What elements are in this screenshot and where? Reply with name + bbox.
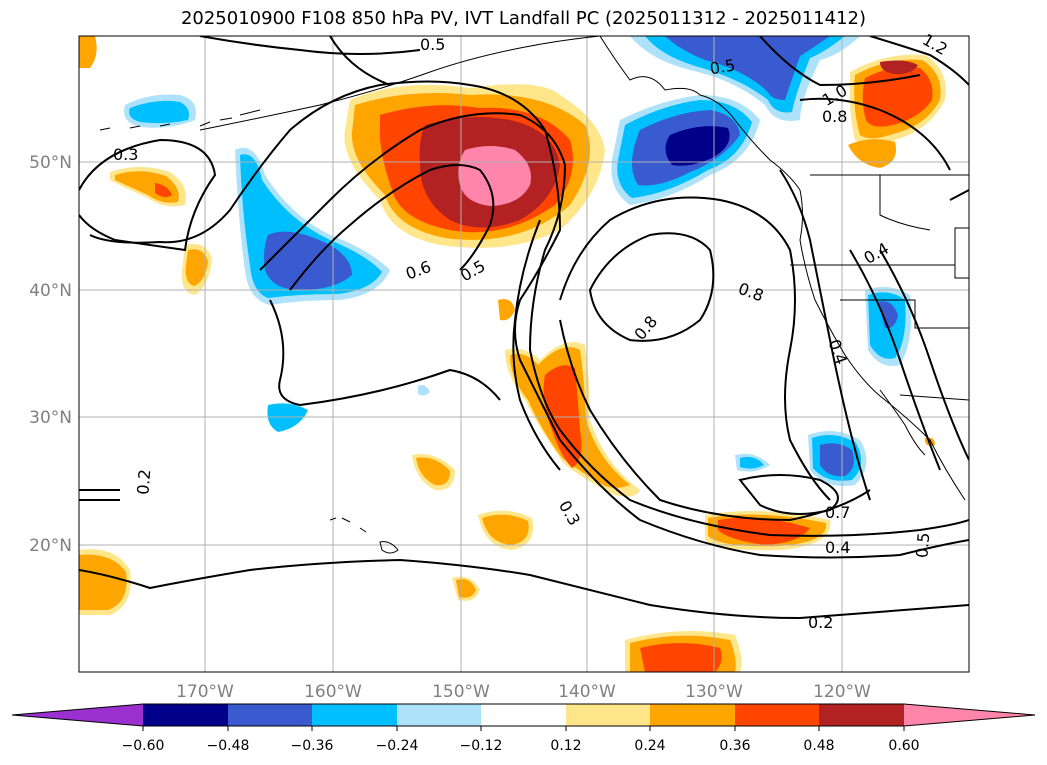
hawaii-islands bbox=[329, 517, 399, 554]
lat-label: 50°N bbox=[29, 153, 72, 173]
pv-positive-orange-d bbox=[79, 36, 97, 68]
pv-positive-pink-a bbox=[458, 146, 531, 206]
contour-03-west bbox=[79, 138, 217, 252]
contour-northeast-2 bbox=[759, 36, 921, 87]
contour-03-main bbox=[89, 80, 969, 559]
lat-label: 40°N bbox=[29, 281, 72, 301]
colorbar: −0.60 −0.48 −0.36 −0.24 −0.12 0.12 0.24 … bbox=[11, 703, 1036, 754]
map-title: 2025010900 F108 850 hPa PV, IVT Landfall… bbox=[180, 8, 867, 29]
contour-label: 0.7 bbox=[825, 503, 850, 522]
pv-positive-firebrick-e bbox=[880, 60, 918, 75]
contour-label: 0.8 bbox=[822, 107, 847, 126]
baja bbox=[879, 389, 926, 456]
colorbar-tick-label: 0.60 bbox=[888, 738, 919, 754]
contour-04 bbox=[779, 169, 871, 501]
colorbar-tick-label: −0.24 bbox=[376, 738, 419, 754]
contour-label: 0.5 bbox=[420, 35, 445, 54]
lat-axis-labels: 50°N 40°N 30°N 20°N bbox=[29, 153, 72, 556]
colorbar-segment bbox=[566, 704, 650, 726]
colorbar-tick-label: 0.24 bbox=[634, 738, 665, 754]
pv-shading bbox=[79, 36, 946, 672]
colorbar-segment bbox=[312, 704, 397, 726]
colorbar-tick-label: 0.48 bbox=[803, 738, 834, 754]
colorbar-segment bbox=[143, 704, 228, 726]
lat-label: 20°N bbox=[29, 536, 72, 556]
pv-positive-orange-h bbox=[498, 299, 515, 321]
pv-positive-orange-c bbox=[185, 249, 208, 286]
ivt-contours bbox=[79, 36, 969, 620]
lon-label: 160°W bbox=[304, 682, 362, 702]
contour-sw-loop bbox=[738, 474, 839, 515]
lon-axis-labels: 170°W 160°W 150°W 140°W 130°W 120°W bbox=[176, 682, 871, 702]
pv-negative-royal-q bbox=[878, 301, 898, 329]
pv-positive-red-m bbox=[718, 517, 810, 545]
contour-northeast-1 bbox=[799, 97, 951, 171]
lon-label: 120°W bbox=[813, 682, 871, 702]
colorbar-segment bbox=[650, 704, 735, 726]
plot-frame bbox=[78, 35, 970, 673]
pv-negative-royal-a bbox=[264, 231, 352, 290]
pv-positive-orange-f bbox=[848, 139, 896, 168]
contour-label: 0.4 bbox=[825, 538, 850, 557]
pv-positive-orange-j bbox=[482, 514, 529, 545]
alaska-peninsula bbox=[599, 36, 801, 191]
contour-label: 0.5 bbox=[912, 532, 933, 559]
contour-ne-curve bbox=[869, 36, 969, 86]
colorbar-segment bbox=[397, 704, 481, 726]
pv-negative-light-s bbox=[418, 384, 430, 396]
contour-label: 0.5 bbox=[708, 55, 736, 78]
pv-positive-red-n bbox=[640, 643, 722, 672]
pv-positive-orange-l bbox=[79, 554, 127, 610]
contour-east-loop bbox=[949, 189, 969, 201]
colorbar-segment bbox=[735, 704, 819, 726]
colorbar-tick-label: −0.12 bbox=[460, 738, 503, 754]
contour-label: 0.2 bbox=[808, 613, 833, 632]
lon-label: 170°W bbox=[176, 682, 234, 702]
contour-west-bend bbox=[269, 299, 501, 407]
colorbar-tick-label: 0.36 bbox=[719, 738, 750, 754]
colorbar-tick-label: −0.48 bbox=[207, 738, 250, 754]
colorbar-tick-label: 0.12 bbox=[550, 738, 581, 754]
colorbar-segment bbox=[819, 704, 904, 726]
coastlines bbox=[99, 36, 969, 554]
contour-label: 0.3 bbox=[113, 145, 138, 164]
contour-mid bbox=[512, 219, 561, 471]
contour-08-loop bbox=[588, 232, 715, 342]
lon-label: 140°W bbox=[558, 682, 616, 702]
contour-inner-sw bbox=[559, 319, 871, 522]
pv-negative-mid-p bbox=[740, 456, 764, 469]
gridlines bbox=[79, 36, 969, 672]
contour-02 bbox=[79, 558, 969, 620]
pv-positive-orange-i bbox=[416, 457, 450, 486]
pv-negative-royal-d bbox=[665, 36, 830, 100]
contour-e-1 bbox=[849, 249, 941, 471]
pv-negative-royal-o bbox=[820, 443, 854, 477]
lat-label: 30°N bbox=[29, 408, 72, 428]
lon-label: 150°W bbox=[432, 682, 490, 702]
colorbar-tick-label: −0.60 bbox=[122, 738, 165, 754]
colorbar-extend-right bbox=[904, 704, 1035, 726]
contour-top-bow bbox=[329, 36, 391, 86]
pv-positive-red-b bbox=[155, 183, 172, 198]
colorbar-segment bbox=[481, 704, 566, 726]
lon-label: 130°W bbox=[685, 682, 743, 702]
pv-negative-mid-r bbox=[267, 403, 308, 432]
contour-top-left bbox=[199, 36, 421, 55]
contour-07 bbox=[559, 196, 831, 501]
na-west-coast bbox=[799, 189, 966, 501]
state-line-4 bbox=[954, 227, 969, 279]
colorbar-segment bbox=[228, 704, 312, 726]
contour-06 bbox=[289, 164, 495, 291]
contour-e-2 bbox=[879, 249, 969, 461]
aleutian-islands bbox=[99, 109, 261, 131]
alaska-coast bbox=[199, 36, 601, 131]
colorbar-tick-label: −0.36 bbox=[291, 738, 334, 754]
pv-negative-mid-b bbox=[129, 100, 189, 124]
contour-label: 0.2 bbox=[133, 468, 154, 495]
contour-05 bbox=[259, 112, 969, 537]
state-line-3 bbox=[840, 299, 969, 329]
state-line-1 bbox=[879, 175, 931, 231]
colorbar-extend-left bbox=[12, 704, 143, 726]
